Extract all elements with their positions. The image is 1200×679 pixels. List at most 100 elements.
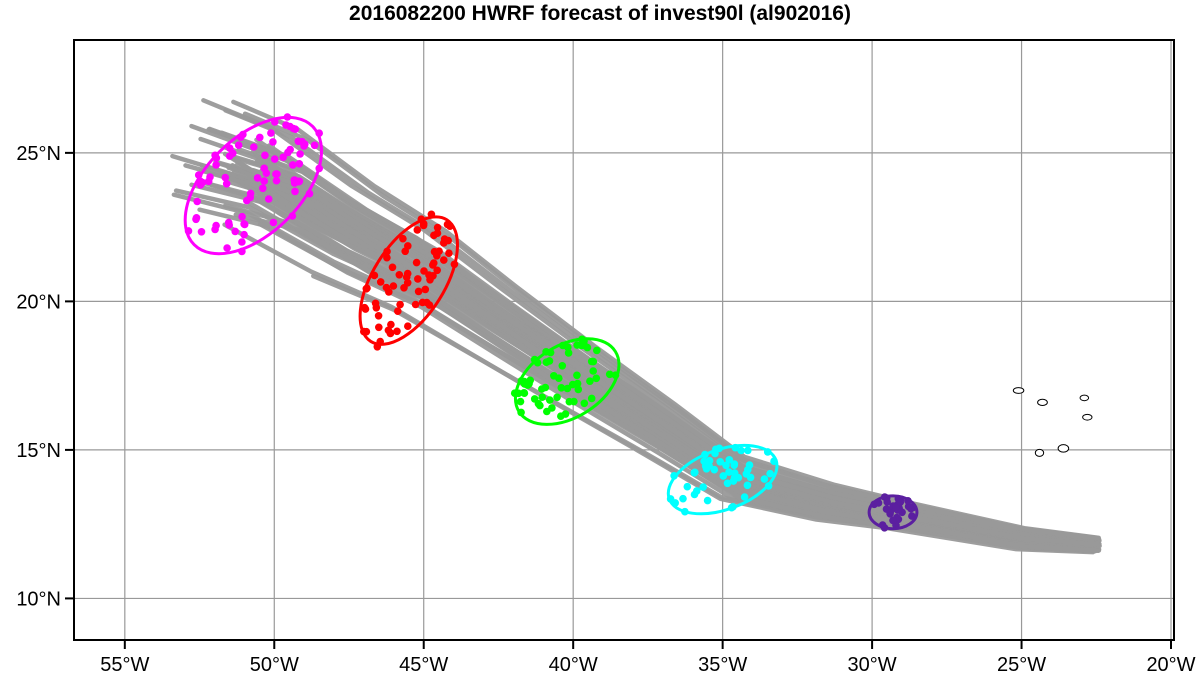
map-title: 2016082200 HWRF forecast of invest90l (a…: [349, 2, 851, 25]
cluster-point: [224, 218, 233, 227]
x-tick-label: 50°W: [250, 654, 299, 676]
cluster-point: [399, 234, 407, 243]
cluster-point: [414, 275, 422, 283]
cluster-point: [583, 343, 592, 352]
cluster-point: [289, 161, 297, 169]
cluster-point: [433, 229, 442, 237]
cluster-point: [558, 362, 567, 370]
forecast-track: [254, 137, 1101, 541]
cluster-point: [404, 242, 412, 250]
forecast-track: [222, 203, 1098, 554]
cluster-point: [543, 407, 551, 416]
island-outline: [1079, 394, 1090, 402]
cluster-point: [272, 170, 280, 178]
x-tick-label: 40°W: [549, 654, 598, 676]
cluster-point: [269, 218, 278, 227]
cluster-point: [376, 278, 385, 286]
cluster-point: [291, 125, 300, 133]
cluster-point: [385, 288, 393, 296]
cluster-point: [573, 371, 581, 380]
cluster-point: [387, 320, 395, 329]
cluster-point: [580, 399, 589, 408]
cluster-point: [605, 370, 614, 379]
cluster-point: [719, 472, 728, 480]
cluster-point: [683, 482, 692, 491]
cluster-point: [557, 384, 566, 392]
cluster-point: [545, 357, 554, 365]
island-outline: [1037, 398, 1048, 407]
cluster-point: [740, 493, 749, 501]
uncertainty-ellipse: [183, 115, 324, 256]
cluster: [867, 493, 919, 532]
cape-verde-islands: [1012, 387, 1093, 457]
cluster-point: [259, 184, 267, 193]
cluster-point: [264, 195, 273, 203]
cluster-point: [414, 287, 423, 296]
cluster-point: [412, 258, 421, 267]
cluster-point: [744, 446, 752, 455]
cluster-point: [310, 141, 319, 150]
cluster-point: [223, 244, 231, 252]
cluster-point: [429, 261, 437, 269]
cluster-point: [589, 357, 598, 366]
forecast-track: [207, 126, 1102, 544]
cluster-point: [294, 177, 303, 186]
cluster-point: [301, 140, 309, 148]
cluster: [358, 210, 459, 351]
cluster-point: [411, 300, 420, 309]
cluster-point: [418, 298, 427, 307]
cluster-point: [246, 193, 254, 202]
cluster-point: [269, 138, 277, 146]
cluster-point: [445, 249, 453, 257]
x-tick-label: 45°W: [399, 654, 448, 676]
x-tick-label: 30°W: [848, 654, 897, 676]
forecast-track: [222, 222, 1096, 555]
cluster-point: [440, 239, 448, 247]
cluster-point: [589, 367, 597, 375]
cluster-point: [889, 516, 897, 525]
cluster-point: [573, 379, 582, 388]
forecast-track: [219, 130, 1102, 543]
axis-ticks: 55°W 50°W 45°W 40°W 35°W 30°W 25°W 20°W 10°N 15°N…: [16, 143, 1195, 676]
cluster-point: [586, 377, 594, 386]
cluster: [183, 113, 324, 256]
cluster-point: [231, 227, 239, 236]
forecast-track: [311, 273, 1096, 553]
cluster-point: [520, 380, 529, 388]
cluster-point: [760, 475, 769, 483]
cluster-point: [555, 374, 563, 383]
x-tick-label: 35°W: [698, 654, 747, 676]
cluster-point: [229, 149, 237, 158]
cluster-point: [272, 176, 281, 185]
cluster-point: [722, 461, 730, 470]
position-clusters: [183, 113, 919, 532]
cluster-point: [393, 327, 401, 336]
cluster-point: [564, 349, 573, 357]
cluster-point: [262, 169, 271, 177]
cluster-point: [420, 267, 428, 275]
cluster-point: [425, 301, 434, 309]
uncertainty-ellipse: [666, 443, 779, 516]
x-tick-label: 20°W: [1146, 654, 1195, 676]
cluster-point: [690, 469, 699, 477]
cluster-point: [577, 341, 586, 350]
forecast-track: [231, 99, 1101, 541]
cluster-point: [375, 323, 383, 332]
cluster-point: [222, 180, 231, 188]
cluster-point: [587, 394, 596, 403]
forecast-track: [189, 182, 1102, 548]
cluster-point: [574, 385, 583, 394]
cluster-point: [570, 397, 578, 406]
x-tick-label: 55°W: [100, 654, 149, 676]
cluster-point: [238, 238, 246, 246]
cluster-point: [388, 263, 397, 272]
cluster-point: [196, 181, 205, 189]
forecast-track: [231, 170, 1101, 553]
cluster-point: [384, 326, 393, 335]
cluster-point: [534, 399, 543, 408]
forecast-track: [233, 139, 1100, 546]
cluster-point: [286, 145, 295, 154]
cluster-point: [240, 220, 249, 229]
cluster-point: [294, 137, 303, 146]
